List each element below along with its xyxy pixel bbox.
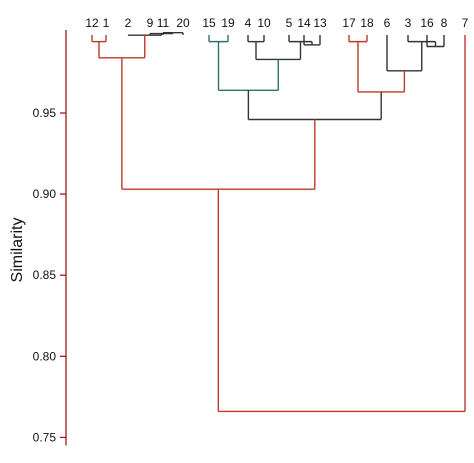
leaf-label: 9 (147, 16, 154, 30)
leaf-label: 10 (257, 16, 271, 30)
leaf-label: 8 (441, 16, 448, 30)
leaf-label: 20 (176, 16, 190, 30)
leaf-label: 6 (384, 16, 391, 30)
leaf-label: 11 (157, 16, 170, 30)
dendrogram-links (91, 32, 466, 413)
leaf-label: 5 (286, 16, 293, 30)
leaf-label: 17 (342, 16, 356, 30)
y-tick-label: 0.75 (33, 430, 57, 444)
leaf-label: 12 (85, 16, 99, 30)
leaf-labels: 12 1 2 9 11 20 15 19 4 10 5 14 13 17 18 6 3 16 8 7 (85, 16, 468, 30)
leaf-label: 14 (297, 16, 311, 30)
y-tick-label: 0.85 (33, 268, 57, 282)
leaf-label: 18 (360, 16, 374, 30)
y-axis-title: Similarity (9, 218, 26, 283)
leaf-label: 4 (245, 16, 252, 30)
y-tick-label: 0.95 (33, 106, 57, 120)
y-tick-label: 0.90 (33, 187, 57, 201)
leaf-label: 3 (405, 16, 412, 30)
leaf-label: 15 (202, 16, 216, 30)
y-tick-label: 0.80 (33, 349, 57, 363)
leaf-label: 19 (221, 16, 235, 30)
leaf-label: 2 (125, 16, 132, 30)
leaf-label: 7 (462, 16, 469, 30)
y-axis: 0.75 0.80 0.85 0.90 0.95 (33, 30, 67, 446)
leaf-label: 16 (420, 16, 434, 30)
leaf-label: 1 (103, 16, 110, 30)
leaf-label: 13 (313, 16, 327, 30)
